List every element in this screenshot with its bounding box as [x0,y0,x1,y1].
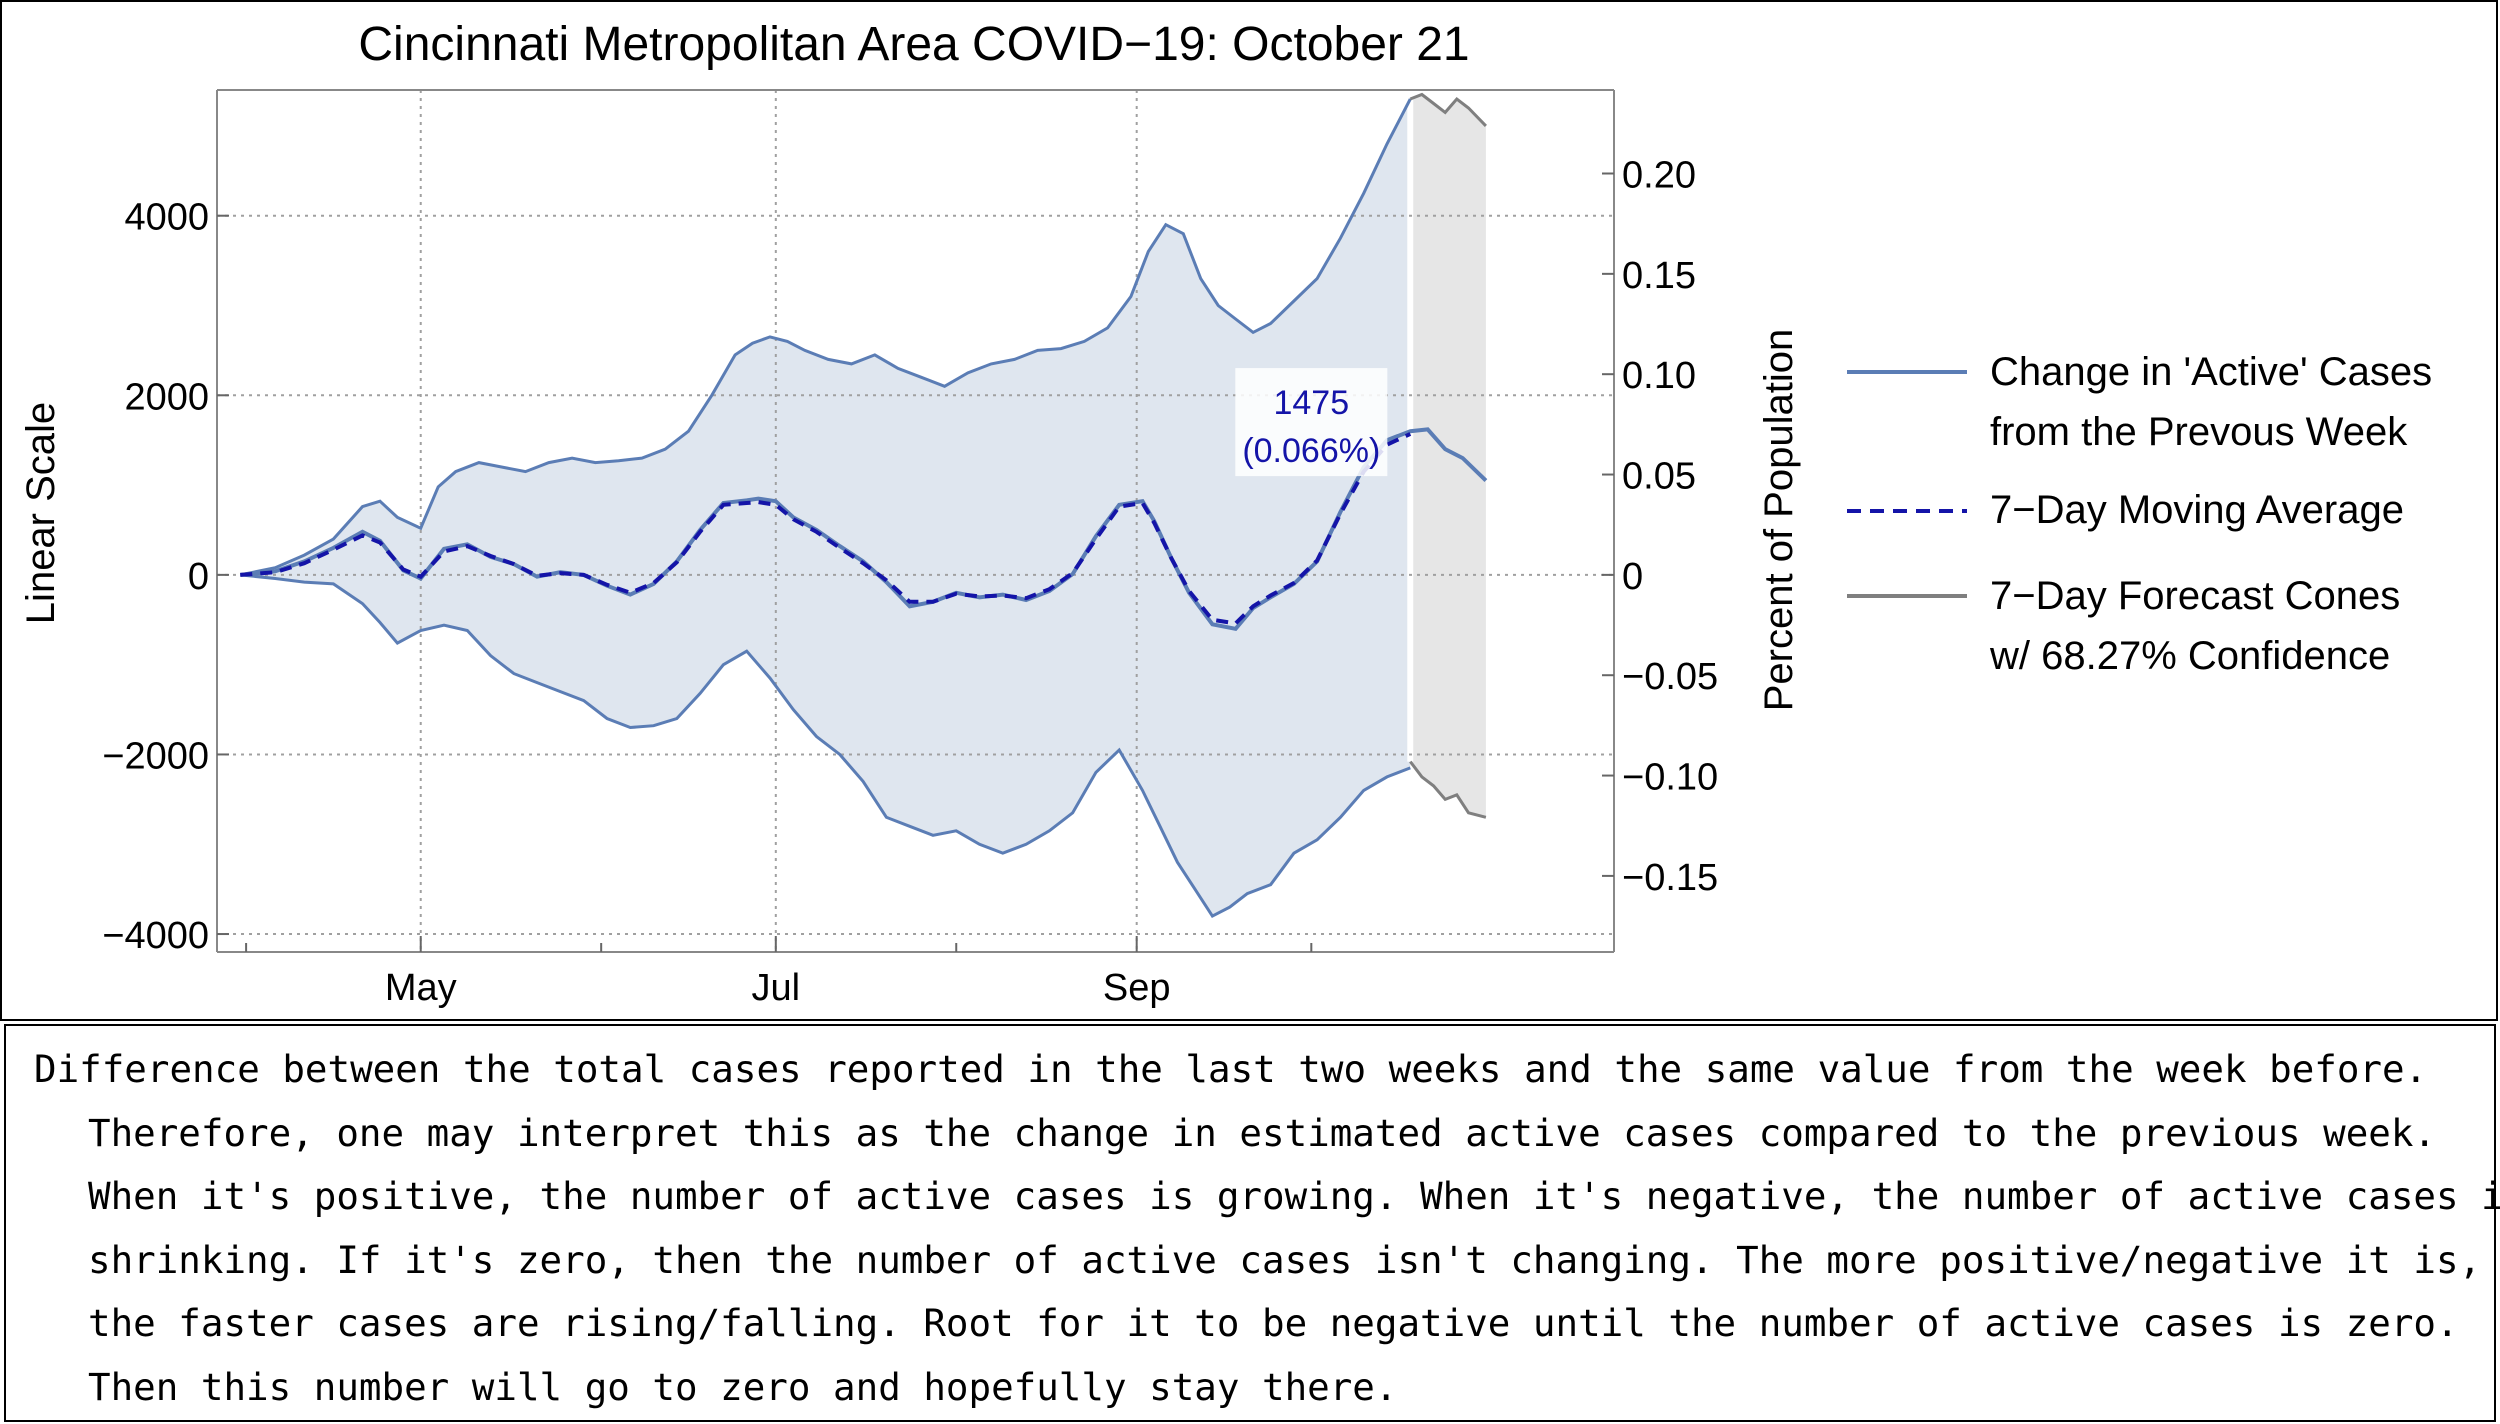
band-upper-edge [239,98,1412,577]
y-right-tick-label-1: 0.15 [1622,255,1696,297]
y-right-tick-label-7: −0.15 [1622,857,1718,899]
confidence-band [240,99,1411,917]
legend-label-moving-average: 7−Day Moving Average [1990,488,2404,532]
annotation-percent: (0.066%) [1242,432,1380,470]
y-right-tick-label-6: −0.10 [1622,757,1718,799]
legend-label-active-change-1: Change in 'Active' Cases [1990,350,2432,394]
x-tick-label-2: Sep [1103,967,1171,1009]
forecast-cone [1410,94,1486,818]
forecast-upper-edge [1409,92,1487,127]
chart-panel: Cincinnati Metropolitan Area COVID−19: O… [0,0,2498,1021]
y-right-tick-label-2: 0.10 [1622,355,1696,397]
legend-label-forecast-1: 7−Day Forecast Cones [1990,574,2400,618]
plot-layer [217,90,1614,952]
y-right-tick-label-3: 0.05 [1622,456,1696,498]
chart-title: Cincinnati Metropolitan Area COVID−19: O… [358,18,1469,71]
y-tick-label-1: 2000 [124,376,209,418]
y-right-tick-label-0: 0.20 [1622,155,1696,197]
y-axis-label-right: Percent of Population [1757,329,1801,711]
forecast-lower-edge [1409,760,1487,819]
annotation-box [1235,368,1388,477]
annotation-value: 1475 [1273,384,1349,422]
x-tick-label-1: Jul [752,967,801,1009]
legend-label-forecast-2: w/ 68.27% Confidence [1989,634,2390,678]
x-tick-label-0: May [385,967,457,1009]
chart-svg: Cincinnati Metropolitan Area COVID−19: O… [19,18,2432,1009]
caption-text: Difference between the total cases repor… [34,1047,2500,1409]
y-right-tick-label-4: 0 [1622,556,1643,598]
series-moving-average-line [240,432,1412,626]
y-tick-label-3: −2000 [102,735,209,777]
caption-panel: Difference between the total cases repor… [4,1024,2500,1422]
y-right-tick-label-5: −0.05 [1622,656,1718,698]
y-tick-label-4: −4000 [102,915,209,957]
band-lower-edge [240,573,1411,919]
y-tick-label-0: 4000 [124,197,209,239]
y-tick-label-2: 0 [188,556,209,598]
y-axis-label: Linear Scale [19,402,63,624]
legend-label-active-change-2: from the Prevous Week [1990,410,2408,454]
